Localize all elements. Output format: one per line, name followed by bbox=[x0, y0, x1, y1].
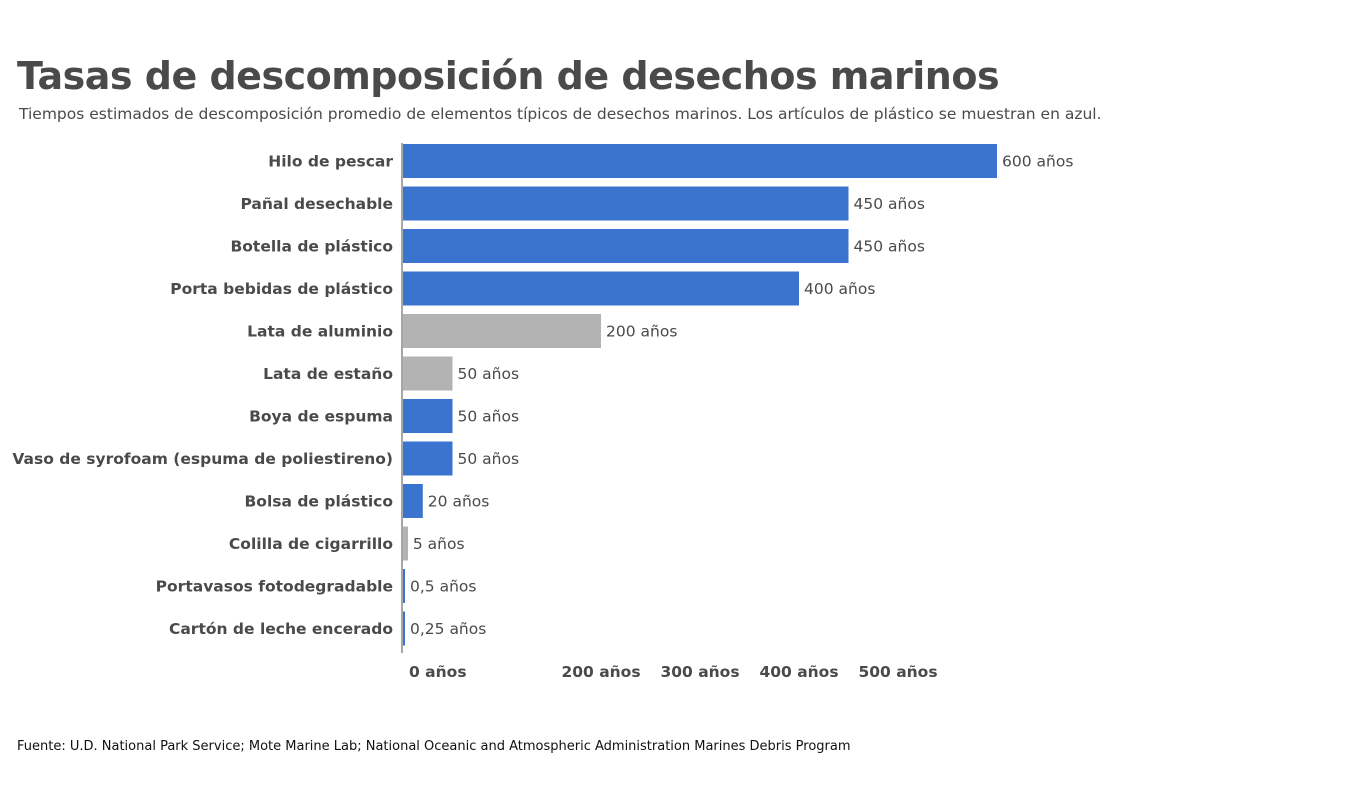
x-tick-label: 200 años bbox=[561, 663, 640, 681]
category-label: Vaso de syrofoam (espuma de poliestireno… bbox=[12, 450, 393, 468]
x-tick-label: 500 años bbox=[858, 663, 937, 681]
page-subtitle: Tiempos estimados de descomposición prom… bbox=[19, 105, 1102, 123]
value-label: 400 años bbox=[804, 280, 875, 298]
bar bbox=[403, 441, 453, 476]
value-label: 0,5 años bbox=[410, 578, 476, 596]
value-label: 450 años bbox=[854, 195, 925, 213]
bar bbox=[403, 144, 997, 178]
bar bbox=[403, 186, 849, 221]
value-label: 0,25 años bbox=[410, 620, 486, 638]
bar bbox=[403, 356, 453, 391]
bar bbox=[403, 399, 453, 433]
category-label: Lata de aluminio bbox=[247, 323, 393, 341]
value-labels-group: 600 años 450 años 450 años 400 años 200 años… bbox=[410, 153, 1073, 639]
category-label: Portavasos fotodegradable bbox=[156, 578, 393, 596]
x-tick-label: 300 años bbox=[660, 663, 739, 681]
category-label: Porta bebidas de plástico bbox=[170, 280, 393, 298]
bar bbox=[403, 569, 405, 603]
category-label: Lata de estaño bbox=[263, 365, 393, 383]
category-label: Boya de espuma bbox=[249, 408, 393, 426]
value-label: 600 años bbox=[1002, 153, 1073, 171]
bars-group bbox=[403, 144, 997, 646]
category-label: Botella de plástico bbox=[230, 238, 393, 256]
category-label: Colilla de cigarrillo bbox=[229, 535, 393, 553]
category-label: Cartón de leche encerado bbox=[169, 620, 393, 638]
value-label: 50 años bbox=[458, 365, 520, 383]
bar bbox=[403, 229, 849, 263]
category-label: Hilo de pescar bbox=[268, 153, 393, 171]
bar bbox=[403, 271, 799, 306]
category-label: Pañal desechable bbox=[240, 195, 393, 213]
value-label: 50 años bbox=[458, 408, 520, 426]
category-labels-group: Hilo de pescar Pañal desechable Botella de… bbox=[12, 153, 393, 639]
value-label: 200 años bbox=[606, 323, 677, 341]
value-label: 50 años bbox=[458, 450, 520, 468]
bar bbox=[403, 484, 423, 518]
x-tick-label: 400 años bbox=[759, 663, 838, 681]
value-label: 450 años bbox=[854, 238, 925, 256]
bar bbox=[403, 526, 408, 561]
bar bbox=[403, 314, 601, 348]
value-label: 5 años bbox=[413, 535, 465, 553]
bar bbox=[403, 611, 405, 646]
x-tick-label: 0 años bbox=[409, 663, 467, 681]
page-title: Tasas de descomposición de desechos mari… bbox=[17, 54, 1000, 98]
category-label: Bolsa de plástico bbox=[244, 493, 393, 511]
source-note: Fuente: U.D. National Park Service; Mote… bbox=[17, 739, 851, 754]
x-axis-ticks-group: 0 años 200 años 300 años 400 años 500 años bbox=[409, 663, 938, 681]
value-label: 20 años bbox=[428, 493, 490, 511]
